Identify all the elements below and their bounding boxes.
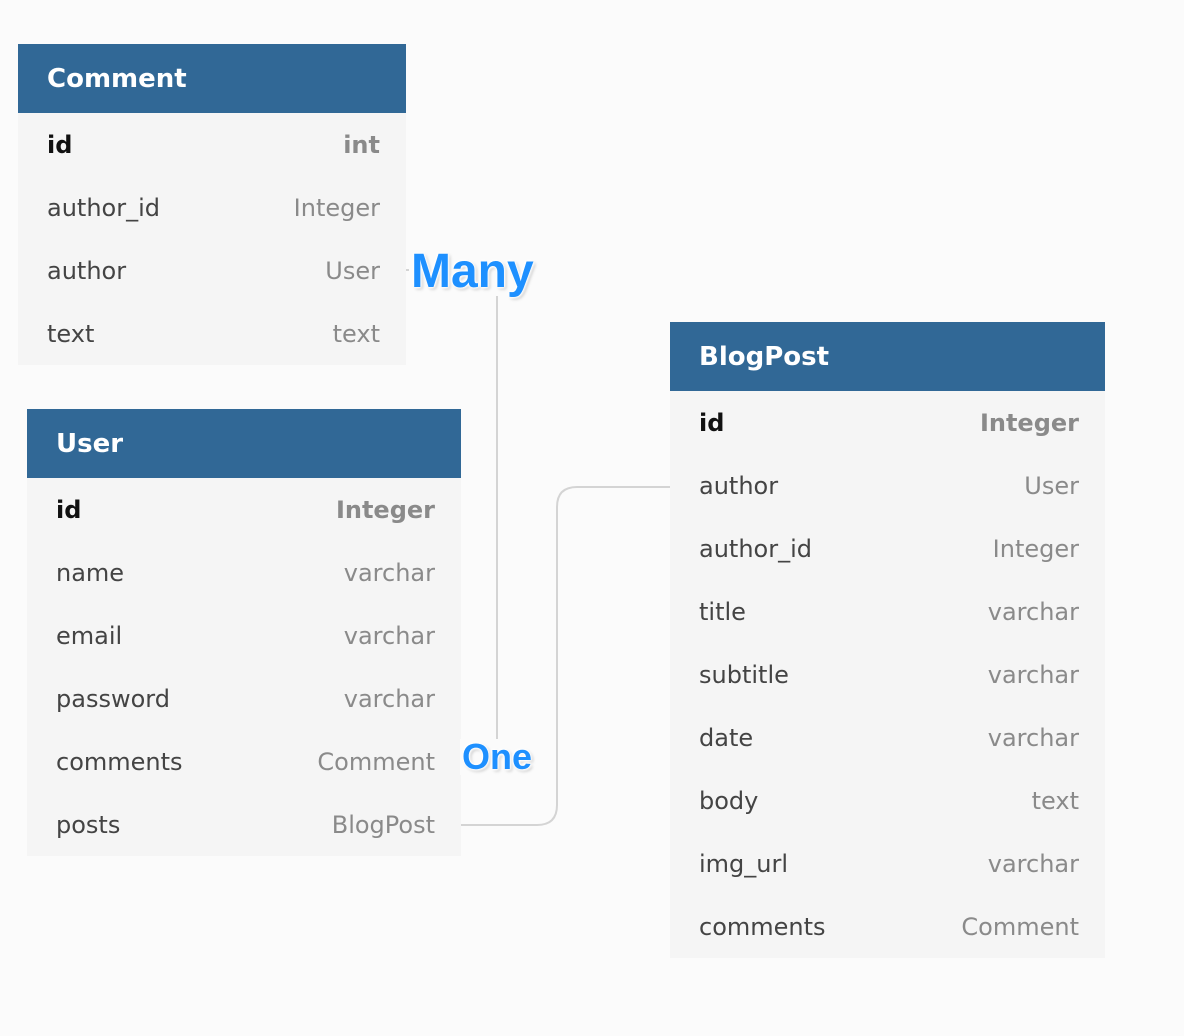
blogpost-table-title: BlogPost	[670, 322, 1105, 391]
blogpost-row-img-url: img_url varchar	[670, 832, 1105, 895]
blogpost-table[interactable]: BlogPost id Integer author User author_i…	[670, 322, 1105, 958]
column-name: date	[699, 723, 754, 752]
blogpost-row-date: date varchar	[670, 706, 1105, 769]
user-row-id: id Integer	[27, 478, 461, 541]
column-name: comments	[56, 747, 183, 776]
column-type: varchar	[987, 597, 1079, 626]
blogpost-row-title: title varchar	[670, 580, 1105, 643]
column-name: author	[699, 471, 779, 500]
user-row-password: password varchar	[27, 667, 461, 730]
column-type: Integer	[335, 495, 435, 524]
one-cardinality-label: One	[460, 736, 535, 777]
blogpost-row-author: author User	[670, 454, 1105, 517]
column-type: Comment	[317, 747, 435, 776]
column-name: body	[699, 786, 759, 815]
column-type: text	[1031, 786, 1079, 815]
comment-row-id: id int	[18, 113, 406, 176]
comment-row-author: author User	[18, 239, 406, 302]
comment-row-author-id: author_id Integer	[18, 176, 406, 239]
column-type: int	[343, 130, 380, 159]
column-type: User	[1024, 471, 1079, 500]
user-row-name: name varchar	[27, 541, 461, 604]
column-name: email	[56, 621, 123, 650]
column-type: varchar	[987, 723, 1079, 752]
column-type: text	[332, 319, 380, 348]
user-row-comments: comments Comment	[27, 730, 461, 793]
column-type: BlogPost	[331, 810, 435, 839]
column-type: varchar	[343, 621, 435, 650]
column-type: varchar	[343, 684, 435, 713]
column-type: Comment	[961, 912, 1079, 941]
column-type: varchar	[343, 558, 435, 587]
user-table-title: User	[27, 409, 461, 478]
column-name: id	[699, 408, 725, 437]
column-name: posts	[56, 810, 121, 839]
user-table[interactable]: User id Integer name varchar email varch…	[27, 409, 461, 856]
column-name: subtitle	[699, 660, 789, 689]
column-name: text	[47, 319, 95, 348]
column-name: comments	[699, 912, 826, 941]
comment-table[interactable]: Comment id int author_id Integer author …	[18, 44, 406, 365]
column-name: title	[699, 597, 746, 626]
column-name: author_id	[47, 193, 160, 222]
blogpost-row-id: id Integer	[670, 391, 1105, 454]
column-type: User	[325, 256, 380, 285]
column-type: varchar	[987, 660, 1079, 689]
column-name: name	[56, 558, 125, 587]
blogpost-row-comments: comments Comment	[670, 895, 1105, 958]
column-name: id	[47, 130, 73, 159]
column-type: varchar	[987, 849, 1079, 878]
user-row-posts: posts BlogPost	[27, 793, 461, 856]
column-name: author_id	[699, 534, 812, 563]
blogpost-row-body: body text	[670, 769, 1105, 832]
comment-row-text: text text	[18, 302, 406, 365]
user-row-email: email varchar	[27, 604, 461, 667]
column-name: author	[47, 256, 127, 285]
column-type: Integer	[979, 408, 1079, 437]
comment-table-title: Comment	[18, 44, 406, 113]
column-type: Integer	[992, 534, 1079, 563]
blogpost-row-author-id: author_id Integer	[670, 517, 1105, 580]
column-type: Integer	[293, 193, 380, 222]
many-cardinality-label: Many	[409, 245, 536, 298]
column-name: img_url	[699, 849, 789, 878]
blogpost-row-subtitle: subtitle varchar	[670, 643, 1105, 706]
column-name: password	[56, 684, 170, 713]
column-name: id	[56, 495, 82, 524]
